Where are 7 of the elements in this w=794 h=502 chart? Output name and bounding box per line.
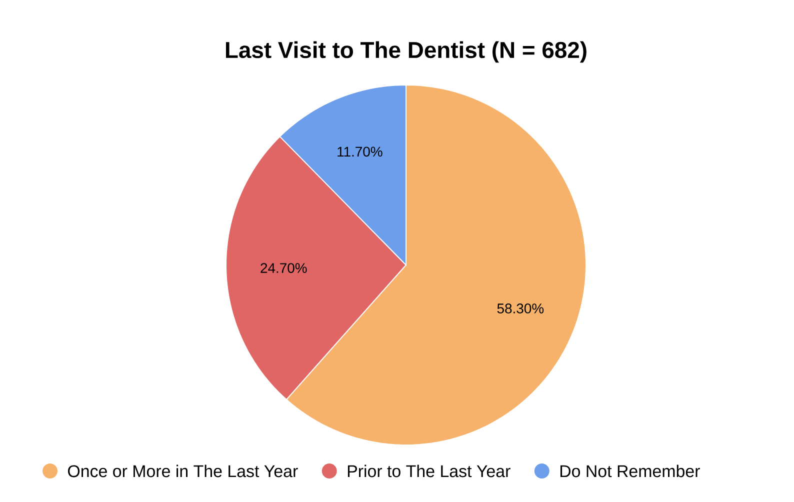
legend-label: Once or More in The Last Year xyxy=(68,464,298,478)
chart-title: Last Visit to The Dentist (N = 682) xyxy=(226,41,586,63)
legend-label: Prior to The Last Year xyxy=(348,464,510,478)
data-label: 24.70% xyxy=(260,263,307,273)
data-label: 11.70% xyxy=(338,146,382,157)
data-label: 58.30% xyxy=(497,304,544,314)
legend-label: Do Not Remember xyxy=(560,464,700,478)
